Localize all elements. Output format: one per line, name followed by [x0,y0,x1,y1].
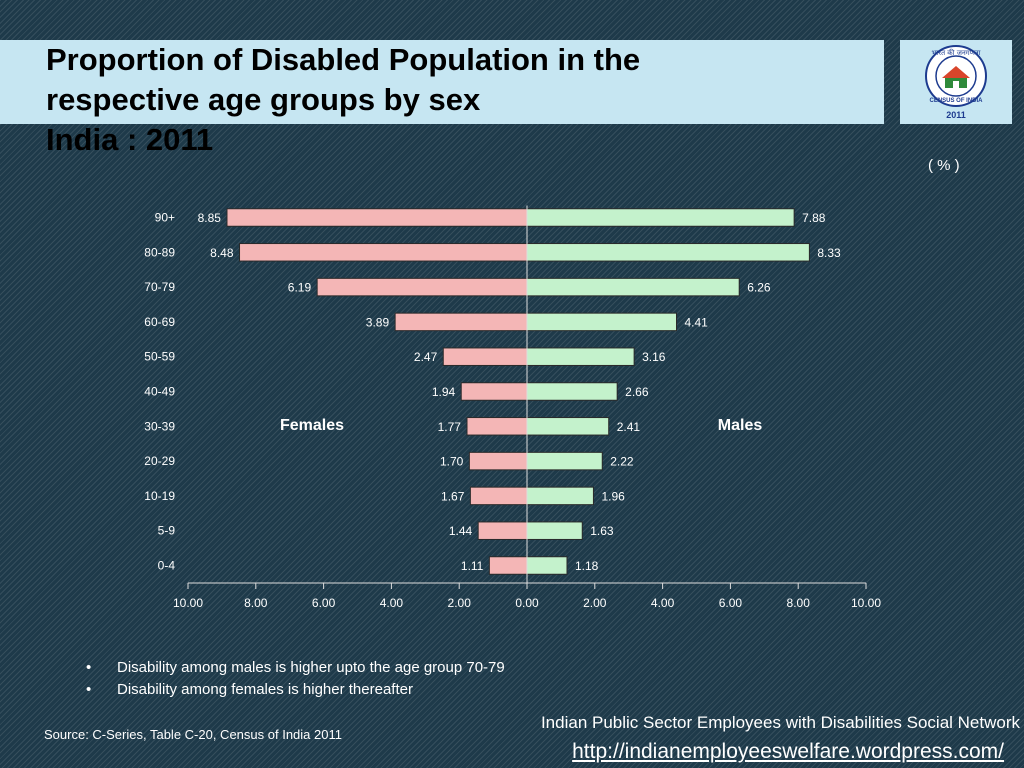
female-data-label: 1.77 [438,420,462,434]
male-bar [526,312,677,332]
x-tick-label: 6.00 [312,596,336,610]
x-tick-label: 4.00 [380,596,404,610]
female-data-label: 1.67 [441,489,465,503]
x-tick-label: 10.00 [851,596,881,610]
female-data-label: 2.47 [414,350,438,364]
logo-year: 2011 [946,110,966,120]
female-data-label: 8.48 [210,246,234,260]
bullet-list: Disability among males is higher upto th… [86,657,505,701]
source-note: Source: C-Series, Table C-20, Census of … [44,727,342,742]
male-bar [526,277,740,297]
male-data-label: 2.66 [625,385,649,399]
title-line-2: respective age groups by sex [46,82,481,117]
age-group-label: 20-29 [144,454,175,468]
x-tick-label: 8.00 [787,596,811,610]
age-group-label: 30-39 [144,419,175,433]
x-tick-label: 10.00 [173,596,203,610]
female-data-label: 1.70 [440,455,464,469]
footer-url-link[interactable]: http://indianemployeeswelfare.wordpress.… [572,740,1004,763]
male-bar [526,486,594,506]
female-data-label: 6.19 [288,281,312,295]
male-bar [526,521,583,540]
age-group-label: 90+ [155,211,175,225]
female-data-label: 1.11 [461,559,484,573]
x-tick-label: 6.00 [719,596,743,610]
age-group-label: 10-19 [144,489,175,503]
female-data-label: 1.94 [432,385,456,399]
female-bar [469,486,528,506]
female-bar [239,243,528,262]
male-data-label: 8.33 [817,246,841,260]
male-bar [526,208,795,227]
male-data-label: 2.41 [617,420,641,434]
male-bar [526,382,618,401]
age-group-label: 50-59 [144,350,175,364]
female-data-label: 1.44 [449,524,473,538]
bullet-item-1: Disability among males is higher upto th… [86,657,505,679]
male-data-label: 1.96 [601,489,625,503]
male-bar [526,347,635,366]
male-bar [526,243,810,262]
age-group-label: 0-4 [158,559,176,573]
title-line-3: India : 2011 [46,122,214,157]
males-series-label: Males [718,417,763,434]
x-tick-label: 2.00 [583,596,607,610]
logo-ring-text: CENSUS OF INDIA [929,98,983,104]
female-data-label: 3.89 [366,315,390,329]
male-data-label: 2.22 [610,455,634,469]
age-group-label: 40-49 [144,385,175,399]
x-tick-label: 2.00 [448,596,472,610]
age-group-label: 60-69 [144,315,175,329]
title-band [0,40,884,124]
x-tick-label: 4.00 [651,596,675,610]
female-bar [316,277,528,297]
female-bar [466,417,528,436]
age-group-label: 5-9 [158,524,176,538]
female-bar [394,312,528,332]
bullet-item-2: Disability among females is higher there… [86,679,505,701]
female-bar [477,521,528,540]
male-bar [526,451,603,471]
male-bar [526,556,568,575]
unit-label: ( % ) [928,157,960,174]
female-bar [442,347,528,366]
female-bar [460,382,528,401]
footer-network-text: Indian Public Sector Employees with Disa… [540,713,1020,732]
female-bar [226,208,528,227]
male-bar [526,417,610,436]
x-tick-label: 8.00 [244,596,268,610]
male-data-label: 1.63 [590,524,614,538]
female-bar [468,451,528,471]
male-data-label: 4.41 [684,315,708,329]
male-data-label: 3.16 [642,350,666,364]
x-tick-label: 0.00 [515,596,539,610]
title-line-1: Proportion of Disabled Population in the [46,42,641,77]
male-data-label: 7.88 [802,211,826,225]
slide-title: Proportion of Disabled Population in the… [46,40,640,160]
male-data-label: 1.18 [575,559,599,573]
females-series-label: Females [280,417,344,434]
census-logo: भारत की जनगणना CENSUS OF INDIA 2011 [900,40,1012,124]
female-data-label: 8.85 [198,211,222,225]
age-group-label: 70-79 [144,280,175,294]
age-group-label: 80-89 [144,245,175,259]
female-bar [488,556,528,575]
logo-arc-text: भारत की जनगणना [931,48,980,57]
male-data-label: 6.26 [747,281,771,295]
